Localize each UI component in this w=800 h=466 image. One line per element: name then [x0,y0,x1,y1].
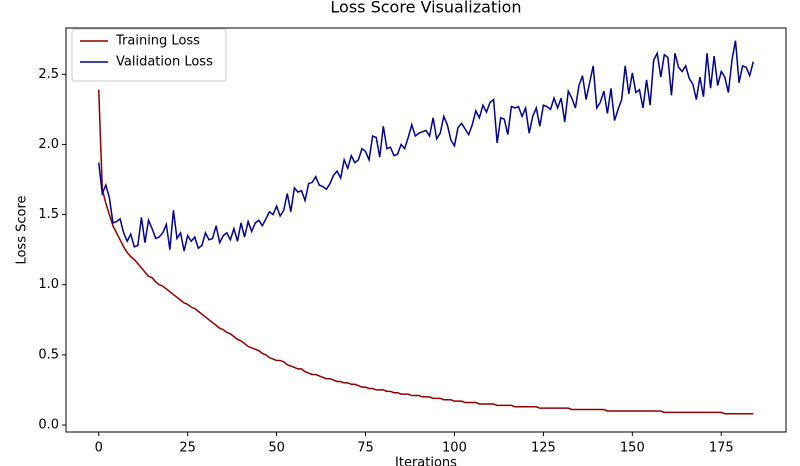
x-tick-label: 75 [357,441,374,456]
line [97,89,754,415]
x-tick-label: 50 [268,441,285,456]
x-tick-label: 100 [442,441,467,456]
y-tick-label: 2.0 [38,137,59,152]
y-tick-label: 0.0 [38,417,59,432]
legend-box [71,28,227,82]
legend: Training Loss Validation Loss [71,28,227,82]
chart-title: Loss Score Visualization [330,0,521,17]
plot-frame [65,27,787,433]
y-tick-label: 1.0 [38,277,59,292]
x-axis-label: Iterations [395,456,457,466]
x-tick-label: 25 [179,441,196,456]
x-tick-label: 0 [95,441,103,456]
line [97,40,754,252]
x-tick-label: 150 [620,441,645,456]
y-tick-label: 1.5 [38,207,59,222]
x-tick-label: 175 [709,441,734,456]
y-tick-label: 0.5 [38,347,59,362]
legend-label: Training Loss [115,34,200,49]
y-axis-label: Loss Score [15,195,30,264]
x-tick-label: 125 [531,441,556,456]
legend-label: Validation Loss [116,55,213,70]
y-tick-label: 2.5 [38,67,59,82]
